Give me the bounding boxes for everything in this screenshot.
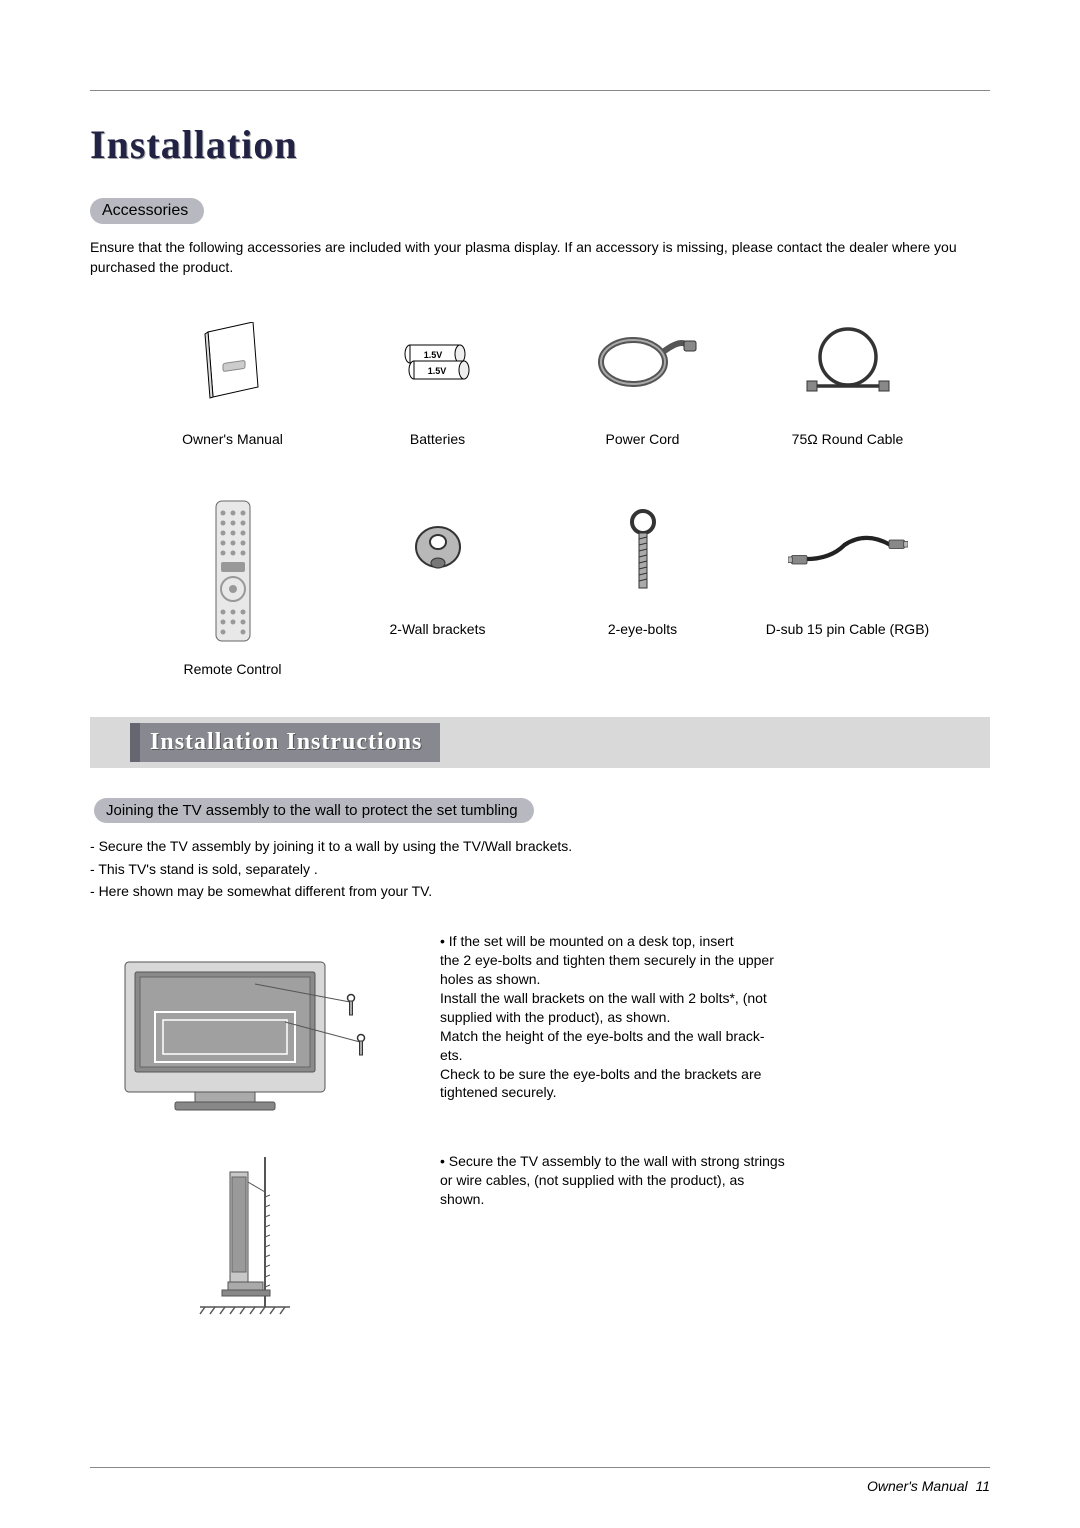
text-line: shown. xyxy=(440,1190,785,1209)
accessory-wall-brackets: 2-Wall brackets xyxy=(335,497,540,677)
accessory-label: Power Cord xyxy=(606,431,680,447)
text-line: tightened securely. xyxy=(440,1083,774,1102)
instructions-heading: Installation Instructions xyxy=(130,723,440,762)
accessory-label: Batteries xyxy=(410,431,465,447)
step1-illustration xyxy=(90,932,400,1122)
power-cord-icon xyxy=(583,307,703,417)
page: Installation Accessories Ensure that the… xyxy=(0,0,1080,1528)
step2-illustration xyxy=(90,1152,400,1322)
text-line: or wire cables, (not supplied with the p… xyxy=(440,1171,785,1190)
batteries-icon: 1.5V 1.5V xyxy=(378,307,498,417)
svg-text:1.5V: 1.5V xyxy=(423,350,442,360)
accessory-label: D-sub 15 pin Cable (RGB) xyxy=(766,621,929,637)
accessory-label: Remote Control xyxy=(183,661,281,677)
footer-text: Owner's Manual 11 xyxy=(867,1478,990,1494)
accessories-section: Accessories Ensure that the following ac… xyxy=(90,198,990,677)
note-line: Secure the TV assembly by joining it to … xyxy=(90,835,990,857)
accessories-grid: Owner's Manual 1.5V xyxy=(90,307,990,677)
round-cable-icon xyxy=(788,307,908,417)
text-line: If the set will be mounted on a desk top… xyxy=(449,933,734,949)
accessory-dsub-cable: D-sub 15 pin Cable (RGB) xyxy=(745,497,950,677)
instructions-subheading: Joining the TV assembly to the wall to p… xyxy=(94,798,534,823)
accessories-pill: Accessories xyxy=(90,198,204,224)
instruction-notes: Secure the TV assembly by joining it to … xyxy=(90,835,990,902)
top-rule xyxy=(90,90,990,91)
accessory-owners-manual: Owner's Manual xyxy=(130,307,335,447)
step1-text: If the set will be mounted on a desk top… xyxy=(440,932,774,1102)
manual-icon xyxy=(173,307,293,417)
accessory-label: Owner's Manual xyxy=(182,431,283,447)
main-heading: Installation xyxy=(90,121,990,168)
accessory-eye-bolts: 2-eye-bolts xyxy=(540,497,745,677)
accessory-power-cord: Power Cord xyxy=(540,307,745,447)
text-line: holes as shown. xyxy=(440,970,774,989)
text-line: supplied with the product), as shown. xyxy=(440,1008,774,1027)
text-line: Check to be sure the eye-bolts and the b… xyxy=(440,1065,774,1084)
step2-text: Secure the TV assembly to the wall with … xyxy=(440,1152,785,1209)
remote-icon xyxy=(173,497,293,647)
footer-rule xyxy=(90,1467,990,1468)
footer-label: Owner's Manual xyxy=(867,1478,968,1494)
text-line: Secure the TV assembly to the wall with … xyxy=(449,1153,785,1169)
wall-brackets-icon xyxy=(378,497,498,607)
instructions-heading-bar: Installation Instructions xyxy=(90,717,990,768)
text-line: Match the height of the eye-bolts and th… xyxy=(440,1027,774,1046)
text-line: Install the wall brackets on the wall wi… xyxy=(440,989,774,1008)
text-line: ets. xyxy=(440,1046,774,1065)
svg-text:1.5V: 1.5V xyxy=(427,366,446,376)
accessory-label: 2-Wall brackets xyxy=(390,621,486,637)
accessory-label: 2-eye-bolts xyxy=(608,621,677,637)
dsub-cable-icon xyxy=(788,497,908,607)
instruction-step-1: If the set will be mounted on a desk top… xyxy=(90,932,990,1122)
accessory-label: 75Ω Round Cable xyxy=(792,431,904,447)
eye-bolts-icon xyxy=(583,497,703,607)
note-line: Here shown may be somewhat different fro… xyxy=(90,880,990,902)
text-line: the 2 eye-bolts and tighten them securel… xyxy=(440,951,774,970)
note-line: This TV's stand is sold, separately . xyxy=(90,858,990,880)
accessory-batteries: 1.5V 1.5V Batteries xyxy=(335,307,540,447)
instructions-section: Joining the TV assembly to the wall to p… xyxy=(90,798,990,1322)
accessory-remote: Remote Control xyxy=(130,497,335,677)
instruction-step-2: Secure the TV assembly to the wall with … xyxy=(90,1152,990,1322)
footer-page-no: 11 xyxy=(975,1478,990,1494)
accessory-round-cable: 75Ω Round Cable xyxy=(745,307,950,447)
accessories-intro: Ensure that the following accessories ar… xyxy=(90,238,990,277)
